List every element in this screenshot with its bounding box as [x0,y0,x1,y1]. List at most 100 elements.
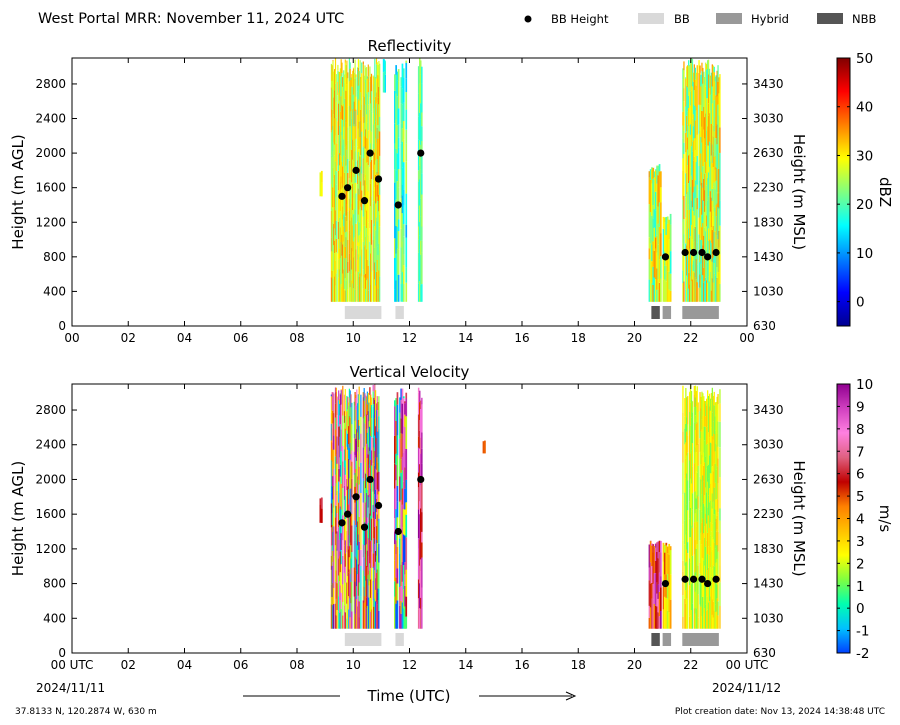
x-tick-label: 18 [571,658,586,672]
colorbar-tick-label: 5 [856,489,865,505]
y-tick-label: 800 [43,577,66,591]
y2-axis-label: Height (m MSL) [790,134,808,250]
colorbar: 0 10 20 30 40 50 dBZ [836,51,894,327]
bb-height-point [338,192,346,200]
bb-height-point [689,575,698,583]
figure-header: West Portal MRR: November 11, 2024 UTC B… [38,11,876,27]
colorbar-tick-label: 7 [856,444,865,460]
y-tick-label: 800 [43,250,66,264]
colorbar-gradient [836,57,851,327]
colorbar: -2 -1 0 1 2 3 4 5 6 7 8 9 10 m/s [836,377,894,662]
bb-height-point [338,519,346,527]
colorbar-tick-label: 50 [856,51,873,67]
bb-height-point [344,184,352,192]
y2-tick-label: 3030 [753,438,784,452]
colorbar-tick-label: 0 [856,601,865,617]
y2-tick-label: 3430 [753,77,784,91]
colorbar-tick-label: 10 [856,377,873,393]
legend-label: NBB [852,12,876,26]
legend-dot-icon [524,15,532,23]
location-label: 37.8133 N, 120.2874 W, 630 m [15,707,157,717]
x-tick-label: 04 [177,658,192,672]
bb-height-point [704,253,712,261]
colorbar-label: m/s [876,505,894,533]
x-tick-label: 10 [346,658,361,672]
x-tick-label: 22 [683,331,698,345]
colorbar-tick-label: 4 [856,512,865,528]
colorbar-tick-label: 6 [856,467,865,483]
y-tick-label: 2800 [35,77,66,91]
end-date-label: 2024/11/12 [712,681,781,695]
bb-height-point [704,579,712,588]
radar-texture [319,58,721,302]
x-tick-label: 16 [514,331,529,345]
bb-height-point [366,149,374,157]
x-tick-label: 10 [346,331,361,345]
x-tick-label: 00 [739,331,754,345]
y-tick-label: 1200 [35,542,66,556]
y-tick-label: 2000 [35,472,66,486]
y-tick-label: 2400 [35,112,66,126]
legend-item: Hybrid [716,12,789,26]
bb-type-bar-bb [344,633,382,646]
x-tick-label: 20 [627,658,642,672]
y2-tick-label: 3030 [753,112,784,126]
y2-axis-label: Height (m MSL) [790,460,808,576]
legend: BB Height BB Hybrid NBB [524,12,876,26]
y-axis-label: Height (m AGL) [9,461,27,576]
y2-tick-label: 630 [753,646,776,660]
time-axis-label: Time (UTC) [367,687,451,705]
x-tick-label: 02 [121,658,136,672]
colorbar-tick-label: -1 [856,624,869,640]
bb-height-point [417,149,425,157]
x-tick-label: 14 [458,658,473,672]
legend-item: NBB [817,12,876,26]
x-tick-label: 00 UTC [726,658,769,672]
bb-height-point [374,175,383,183]
y-tick-label: 1600 [35,181,66,195]
colorbar-tick-label: 1 [856,579,865,595]
bb-type-bar-bb [395,306,404,319]
y2-tick-label: 1030 [753,284,784,298]
bb-height-point [698,575,706,583]
y2-tick-label: 1030 [753,611,784,625]
y-tick-label: 2000 [35,146,66,160]
panel-title: Reflectivity [368,37,452,55]
x-tick-label: 22 [683,658,698,672]
bb-type-bar-nbb [651,306,660,319]
panel-title: Vertical Velocity [350,363,470,381]
bb-type-bar-bb [395,633,404,646]
bb-type-bar-bb [344,306,382,319]
x-tick-label: 00 UTC [51,658,94,672]
bb-height-point [661,253,670,261]
y2-tick-label: 1430 [753,250,784,264]
start-date-label: 2024/11/11 [36,681,105,695]
y-tick-label: 0 [58,646,66,660]
time-arrow-head-icon [565,691,577,701]
legend-label: BB Height [551,12,609,26]
bb-type-bar-nbb [651,633,660,646]
y-tick-label: 2800 [35,403,66,417]
x-tick-label: 14 [458,331,473,345]
colorbar-tick-label: 9 [856,399,865,415]
colorbar-tick-label: 3 [856,534,865,550]
legend-label: BB [674,12,690,26]
legend-swatch [817,13,843,24]
y2-tick-label: 630 [753,319,776,333]
plot-frame [71,383,748,654]
bb-height-point [366,475,374,484]
colorbar-tick-label: 20 [856,197,873,213]
plot-frame [71,57,748,327]
x-tick-label: 18 [571,331,586,345]
bb-height-point [689,248,698,257]
legend-swatch [638,13,664,24]
bb-height-point [374,501,383,510]
colorbar-tick-label: 30 [856,148,873,164]
x-tick-label: 02 [121,331,136,345]
creation-date-label: Plot creation date: Nov 13, 2024 14:38:4… [675,707,885,717]
x-tick-label: 04 [177,331,192,345]
